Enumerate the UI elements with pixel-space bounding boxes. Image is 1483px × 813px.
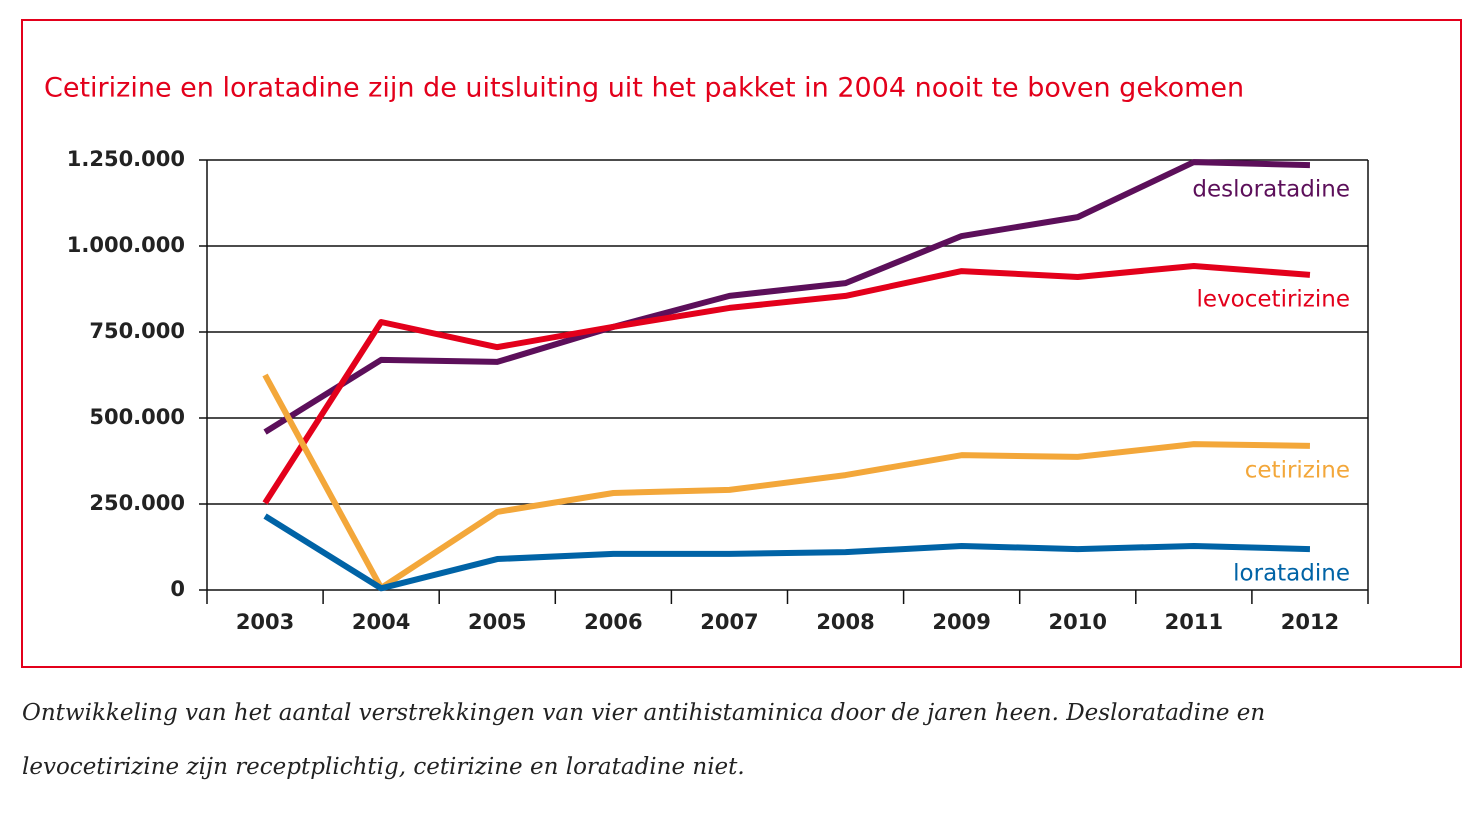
caption: Ontwikkeling van het aantal verstrekking… bbox=[22, 700, 1266, 780]
x-tick-label: 2012 bbox=[1281, 610, 1339, 634]
x-tick-label: 2006 bbox=[584, 610, 642, 634]
x-tick-label: 2007 bbox=[700, 610, 758, 634]
frame bbox=[21, 19, 1462, 668]
series-line bbox=[263, 159, 1311, 435]
chart-title: Cetirizine en loratadine zijn de uitslui… bbox=[44, 73, 1244, 104]
x-tick-label: 2008 bbox=[816, 610, 874, 634]
y-tick-label: 750.000 bbox=[89, 319, 185, 343]
x-tick-label: 2003 bbox=[236, 610, 294, 634]
series-label: levocetirizine bbox=[1197, 286, 1350, 312]
x-tick-label: 2004 bbox=[352, 610, 410, 634]
series-line bbox=[262, 373, 1310, 591]
series-label: loratadine bbox=[1233, 561, 1350, 587]
y-tick-label: 250.000 bbox=[89, 491, 185, 515]
series-line bbox=[262, 262, 1311, 505]
y-tick-label: 500.000 bbox=[89, 405, 185, 429]
x-tick-label: 2005 bbox=[468, 610, 526, 634]
y-tick-label: 1.000.000 bbox=[67, 233, 185, 257]
series-label: desloratadine bbox=[1192, 177, 1350, 203]
chart: Cetirizine en loratadine zijn de uitslui… bbox=[21, 19, 1462, 668]
x-tick-label: 2011 bbox=[1165, 610, 1223, 634]
x-tick-label: 2009 bbox=[932, 610, 990, 634]
series-line bbox=[263, 513, 1311, 592]
y-tick-label: 0 bbox=[170, 577, 185, 601]
y-tick-label: 1.250.000 bbox=[67, 147, 185, 171]
series-label: cetirizine bbox=[1245, 457, 1350, 483]
x-tick-label: 2010 bbox=[1049, 610, 1107, 634]
